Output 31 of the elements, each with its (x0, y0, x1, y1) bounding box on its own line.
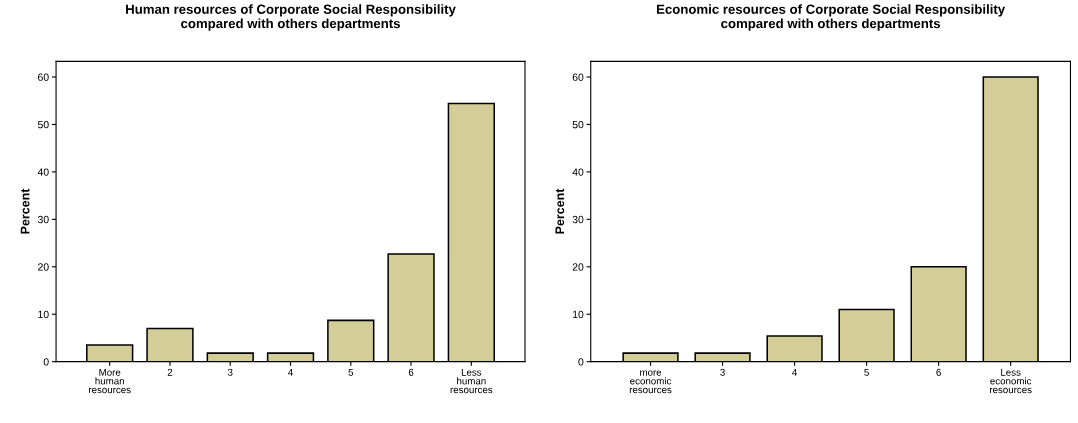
x-tick-label: Less human resources (450, 368, 493, 394)
x-tick-label: 5 (864, 368, 869, 376)
x-tick-label: more economic resources (629, 370, 672, 394)
x-tick-label: 2 (167, 368, 173, 376)
chart-title: Human resources of Corporate Social Responsibility compared with others departments (126, 4, 456, 31)
y-tick-label: 10 (573, 310, 584, 319)
y-tick-label: 30 (572, 215, 584, 224)
y-tick-label: 20 (38, 263, 49, 271)
x-tick-label: 4 (792, 368, 797, 376)
x-tick-label: 6 (408, 368, 414, 376)
y-tick-label: 0 (43, 358, 49, 366)
x-tick-label: 3 (227, 368, 233, 376)
x-tick-label: 4 (288, 368, 293, 376)
y-tick-label: 50 (37, 120, 49, 129)
y-tick-label: 40 (37, 168, 49, 176)
y-tick-label: 30 (37, 215, 49, 224)
x-tick-label: More human resources (89, 368, 131, 394)
y-tick-label: 40 (572, 168, 584, 176)
y-tick-label: 10 (38, 310, 49, 319)
x-tick-label: Less economic resources (989, 368, 1032, 394)
x-tick-label: 5 (348, 368, 354, 376)
y-tick-label: 60 (38, 73, 49, 81)
y-axis-title: Percent (555, 188, 565, 234)
y-tick-label: 20 (572, 263, 584, 271)
y-tick-label: 50 (572, 120, 584, 129)
x-tick-label: 3 (720, 368, 725, 376)
y-tick-label: 0 (578, 358, 584, 366)
y-axis-title: Percent (20, 188, 30, 234)
chart-title: Economic resources of Corporate Social Responsibility compared with others departments (656, 4, 1006, 31)
y-tick-label: 60 (572, 73, 584, 81)
x-tick-label: 6 (936, 368, 941, 376)
